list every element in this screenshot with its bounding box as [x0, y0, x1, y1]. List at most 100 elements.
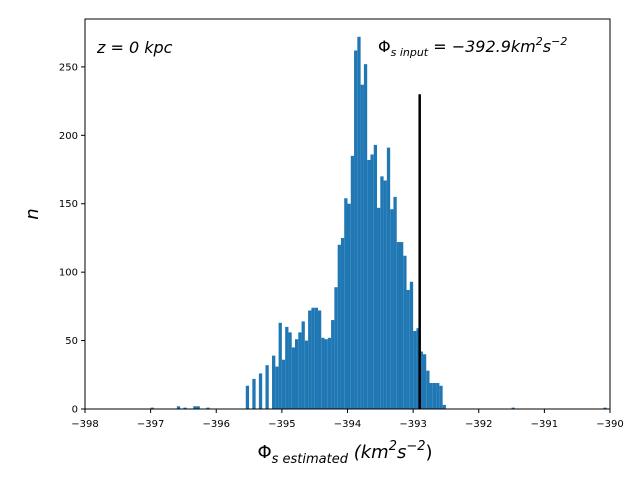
x-tick-label: −390 — [596, 419, 623, 430]
histogram-bar-28 — [331, 320, 335, 409]
histogram-bar-64 — [603, 407, 607, 409]
annotation-redshift: z = 0 kpc — [96, 38, 173, 57]
histogram-bar-43 — [380, 176, 384, 409]
histogram-bar-44 — [383, 180, 387, 409]
histogram-bar-4 — [196, 406, 200, 409]
y-tick-label: 100 — [59, 268, 78, 279]
x-label-sup-minus2: −2 — [406, 439, 425, 454]
y-tick-label: 50 — [65, 336, 78, 347]
annotation-phi-subscript: s input — [391, 46, 429, 59]
histogram-bar-50 — [403, 255, 407, 409]
y-tick-label: 200 — [59, 131, 78, 142]
x-axis-label: Φs estimated (km2s−2) — [257, 439, 432, 467]
histogram-bar-41 — [373, 144, 378, 409]
histogram-bar-3 — [193, 406, 197, 409]
histogram-bar-59 — [432, 383, 437, 409]
histogram-bar-0 — [150, 407, 154, 409]
histogram-bar-58 — [429, 383, 433, 409]
histogram-bar-54 — [416, 328, 420, 409]
x-label-s: s — [397, 442, 406, 463]
histogram-bar-8 — [258, 373, 263, 409]
x-label-phi: Φ — [257, 442, 271, 463]
histogram-bar-30 — [337, 244, 341, 409]
histogram-bar-10 — [272, 355, 276, 409]
histogram-bar-53 — [413, 331, 417, 409]
histogram-bar-46 — [390, 209, 394, 409]
histogram-bar-19 — [301, 321, 305, 409]
histogram-bar-11 — [275, 366, 279, 409]
histogram-bar-5 — [206, 407, 210, 409]
x-tick-label: −396 — [203, 419, 230, 430]
histogram-bar-56 — [422, 354, 427, 409]
annotation-input-potential: Φs input = −392.9km2s−2 — [378, 35, 567, 59]
y-tick-label: 250 — [59, 62, 78, 73]
x-tick-label: −391 — [531, 419, 558, 430]
x-tick-label: −395 — [268, 419, 295, 430]
histogram-bar-32 — [344, 198, 348, 409]
histogram-bar-17 — [295, 339, 299, 409]
x-label-paren-close: ) — [426, 442, 433, 463]
annotation-sup-2: 2 — [536, 35, 543, 48]
histogram-bar-62 — [442, 404, 446, 409]
histogram-bar-21 — [308, 310, 312, 409]
histogram-bar-12 — [278, 322, 282, 409]
histogram-bar-45 — [386, 147, 391, 409]
histogram-bar-63 — [511, 407, 515, 409]
histogram-bars — [150, 36, 607, 410]
x-tick-label: −392 — [465, 419, 492, 430]
y-tick-label: 0 — [72, 405, 78, 416]
histogram-bar-22 — [311, 307, 315, 409]
histogram-bar-25 — [321, 337, 325, 409]
histogram-bar-42 — [377, 207, 381, 409]
annotation-phi-symbol: Φ — [378, 37, 391, 56]
histogram-bar-1 — [176, 406, 181, 409]
histogram-bar-24 — [317, 310, 322, 409]
histogram-bar-38 — [363, 64, 368, 409]
x-label-sup-2: 2 — [389, 439, 397, 454]
histogram-bar-2 — [183, 407, 187, 409]
histogram-bar-16 — [291, 347, 295, 409]
histogram-bar-60 — [436, 383, 440, 409]
histogram-bar-39 — [367, 159, 371, 409]
histogram-bar-26 — [324, 339, 328, 409]
histogram-bar-31 — [340, 237, 345, 409]
histogram-bar-47 — [393, 196, 397, 409]
histogram-bar-52 — [409, 281, 414, 409]
x-axis-ticks: −398 −397 −396 −395 −394 −393 −392 −391 −390 — [71, 409, 624, 430]
annotation-s: s — [543, 37, 551, 56]
y-axis-label: n — [22, 208, 43, 219]
histogram-bar-35 — [354, 50, 358, 409]
x-tick-label: −398 — [71, 419, 98, 430]
histogram-bar-7 — [252, 378, 256, 409]
histogram-bar-57 — [426, 370, 430, 409]
histogram-bar-49 — [400, 242, 404, 409]
histogram-bar-55 — [419, 351, 423, 409]
histogram-bar-9 — [265, 365, 269, 409]
histogram-bar-34 — [350, 155, 355, 409]
histogram-bar-29 — [334, 287, 338, 409]
histogram-bar-14 — [285, 326, 289, 409]
histogram-bar-33 — [347, 203, 351, 409]
histogram-bar-36 — [357, 36, 361, 409]
x-tick-label: −397 — [137, 419, 164, 430]
y-tick-label: 150 — [59, 199, 78, 210]
histogram-bar-48 — [396, 242, 400, 409]
histogram-bar-15 — [288, 332, 292, 409]
x-label-subscript: s estimated — [272, 452, 349, 467]
annotation-equals-value: = −392.9km — [428, 37, 536, 56]
y-axis-ticks: 0 50 100 150 200 250 — [59, 62, 85, 416]
histogram-bar-51 — [406, 289, 410, 409]
x-label-paren-open: (km — [348, 442, 389, 463]
histogram-bar-20 — [304, 340, 309, 409]
histogram-bar-18 — [298, 332, 302, 409]
histogram-bar-23 — [314, 307, 318, 409]
histogram-bar-27 — [327, 337, 332, 409]
histogram-bar-37 — [360, 84, 364, 410]
histogram-bar-40 — [370, 154, 374, 409]
x-tick-label: −393 — [399, 419, 426, 430]
histogram-bar-6 — [245, 385, 250, 409]
annotation-sup-minus2: −2 — [551, 35, 567, 48]
histogram-bar-61 — [439, 385, 443, 409]
histogram-bar-13 — [281, 359, 286, 409]
